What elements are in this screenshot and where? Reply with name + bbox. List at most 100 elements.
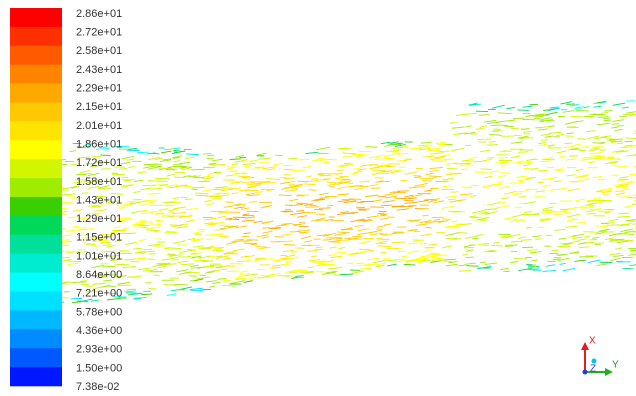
velocity-vector [539, 144, 547, 146]
velocity-vector [215, 229, 227, 231]
velocity-vector [499, 186, 509, 188]
velocity-vector [574, 107, 583, 109]
velocity-vector [592, 237, 600, 238]
velocity-vector [254, 221, 263, 223]
velocity-vector [159, 263, 170, 264]
velocity-vector [452, 127, 465, 128]
velocity-vector [626, 138, 636, 139]
velocity-vector [122, 156, 134, 159]
velocity-vector [351, 271, 365, 274]
velocity-vector [230, 159, 242, 160]
velocity-vector [458, 265, 465, 266]
velocity-vector [546, 265, 556, 267]
velocity-vector [564, 146, 573, 147]
velocity-vector [485, 263, 497, 265]
legend-band [10, 159, 62, 178]
velocity-vector [391, 142, 399, 143]
velocity-vector [315, 247, 322, 248]
velocity-vector [597, 142, 605, 143]
velocity-vector [498, 113, 512, 114]
velocity-vector [148, 244, 162, 246]
velocity-vector [121, 177, 128, 178]
velocity-vector [186, 220, 195, 222]
velocity-vector [307, 251, 317, 252]
velocity-vector [73, 210, 83, 212]
velocity-vector [218, 216, 226, 218]
velocity-vector [128, 159, 135, 160]
velocity-vector [630, 231, 636, 232]
legend-label: 1.29e+01 [76, 213, 122, 225]
velocity-vector [567, 175, 575, 176]
velocity-vector [129, 148, 138, 149]
velocity-vector [180, 224, 188, 225]
velocity-vector [618, 213, 629, 214]
legend-label: 7.21e+00 [76, 288, 122, 300]
velocity-vector [464, 245, 474, 247]
velocity-vector [511, 156, 521, 158]
velocity-vector [215, 248, 221, 249]
velocity-vector [226, 175, 234, 176]
velocity-vector [571, 144, 581, 146]
legend-band [10, 197, 62, 216]
velocity-vector [423, 156, 435, 157]
velocity-vector [364, 250, 374, 251]
velocity-vector [525, 115, 532, 117]
velocity-vector [285, 190, 298, 192]
velocity-vector [310, 260, 320, 261]
velocity-vector [219, 212, 229, 213]
velocity-vector [294, 270, 307, 271]
velocity-vector [600, 150, 606, 151]
triad-z-label: Z [590, 364, 596, 375]
velocity-vector [379, 241, 387, 243]
velocity-vector [443, 178, 454, 180]
velocity-vector [128, 167, 135, 168]
velocity-vector [414, 177, 422, 178]
velocity-vector [484, 176, 492, 178]
velocity-vector [190, 288, 203, 289]
velocity-vector [302, 212, 316, 213]
velocity-vector [164, 149, 175, 150]
velocity-vector [464, 247, 474, 248]
velocity-vector [147, 165, 154, 166]
velocity-vector [368, 185, 378, 187]
velocity-vector [442, 246, 452, 248]
legend-band [10, 367, 62, 386]
velocity-vector [571, 241, 578, 242]
velocity-vector [266, 169, 275, 171]
velocity-vector [572, 237, 583, 238]
legend-label: 1.86e+01 [76, 138, 122, 150]
velocity-vector [470, 196, 477, 197]
velocity-vector [613, 103, 626, 105]
velocity-vector [167, 205, 175, 206]
velocity-vector [99, 188, 112, 189]
velocity-vector [357, 232, 371, 234]
velocity-vector [337, 232, 350, 233]
velocity-vector [489, 171, 499, 173]
velocity-vector [203, 153, 211, 154]
velocity-vector [491, 245, 503, 246]
velocity-vector [79, 228, 86, 229]
velocity-vector [178, 245, 187, 246]
velocity-vector [619, 177, 628, 179]
velocity-vector [466, 266, 478, 267]
velocity-vector [258, 247, 271, 249]
velocity-vector [511, 142, 523, 144]
velocity-vector [242, 214, 249, 215]
velocity-vector [301, 236, 311, 238]
velocity-vector [127, 289, 136, 290]
velocity-vector [245, 217, 255, 218]
velocity-vector [303, 166, 311, 168]
velocity-vector [501, 198, 509, 199]
velocity-vector [190, 265, 198, 267]
velocity-vector [448, 199, 456, 200]
velocity-vector [404, 202, 415, 203]
velocity-vector [337, 214, 344, 215]
velocity-vector [466, 250, 474, 252]
velocity-vector [367, 216, 379, 218]
velocity-vector [615, 129, 623, 130]
velocity-vector [612, 120, 624, 122]
velocity-vector [212, 159, 223, 161]
velocity-vector [143, 269, 157, 271]
velocity-vector [297, 181, 308, 182]
velocity-vector [283, 264, 291, 265]
